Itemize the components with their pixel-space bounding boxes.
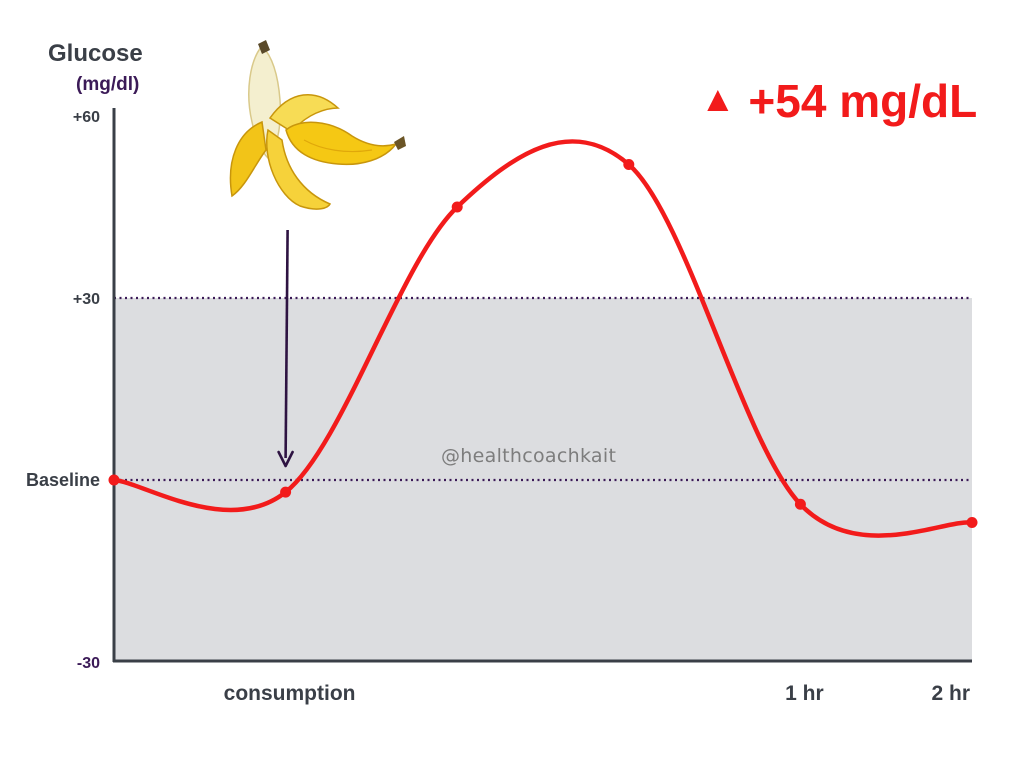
x-tick-label: consumption — [224, 682, 356, 705]
x-tick-label: 2 hr — [931, 682, 970, 705]
y-tick-labels: +60 +30 Baseline -30 — [26, 109, 100, 672]
data-point — [451, 201, 463, 213]
axes — [112, 108, 972, 663]
glucose-delta: ▲ +54 mg/dL — [700, 74, 977, 128]
arrow-shaft — [284, 229, 289, 459]
banana-tip — [258, 40, 270, 54]
y-tick-label: +60 — [73, 109, 100, 126]
delta-value: +54 mg/dL — [748, 75, 978, 127]
arrow-head — [277, 450, 294, 468]
glucose-series — [108, 139, 978, 538]
y-axis-title: Glucose — [48, 40, 143, 67]
banana-body — [285, 121, 398, 166]
up-triangle-icon: ▲ — [700, 78, 736, 119]
x-tick-labels: consumption 1 hr 2 hr — [224, 682, 970, 705]
y-axis-unit: (mg/dl) — [76, 74, 140, 95]
data-point — [108, 474, 120, 486]
consumption-arrow — [277, 229, 294, 468]
x-tick-label: 1 hr — [785, 682, 824, 705]
banana-ridge — [303, 139, 373, 153]
y-tick-label: +30 — [73, 291, 100, 308]
data-point — [966, 516, 978, 528]
y-tick-label: Baseline — [26, 470, 100, 490]
data-point — [794, 498, 806, 510]
watermark: @healthcoachkait — [441, 445, 617, 467]
reference-lines — [114, 296, 972, 482]
banana-stem — [394, 136, 406, 150]
banana-peel-left — [229, 120, 267, 198]
banana-peel-top — [268, 94, 340, 133]
banana-peel-bottom — [266, 128, 332, 210]
data-point — [623, 159, 635, 171]
banana-icon — [229, 40, 406, 210]
data-point — [280, 486, 292, 498]
y-tick-label: -30 — [77, 655, 100, 672]
